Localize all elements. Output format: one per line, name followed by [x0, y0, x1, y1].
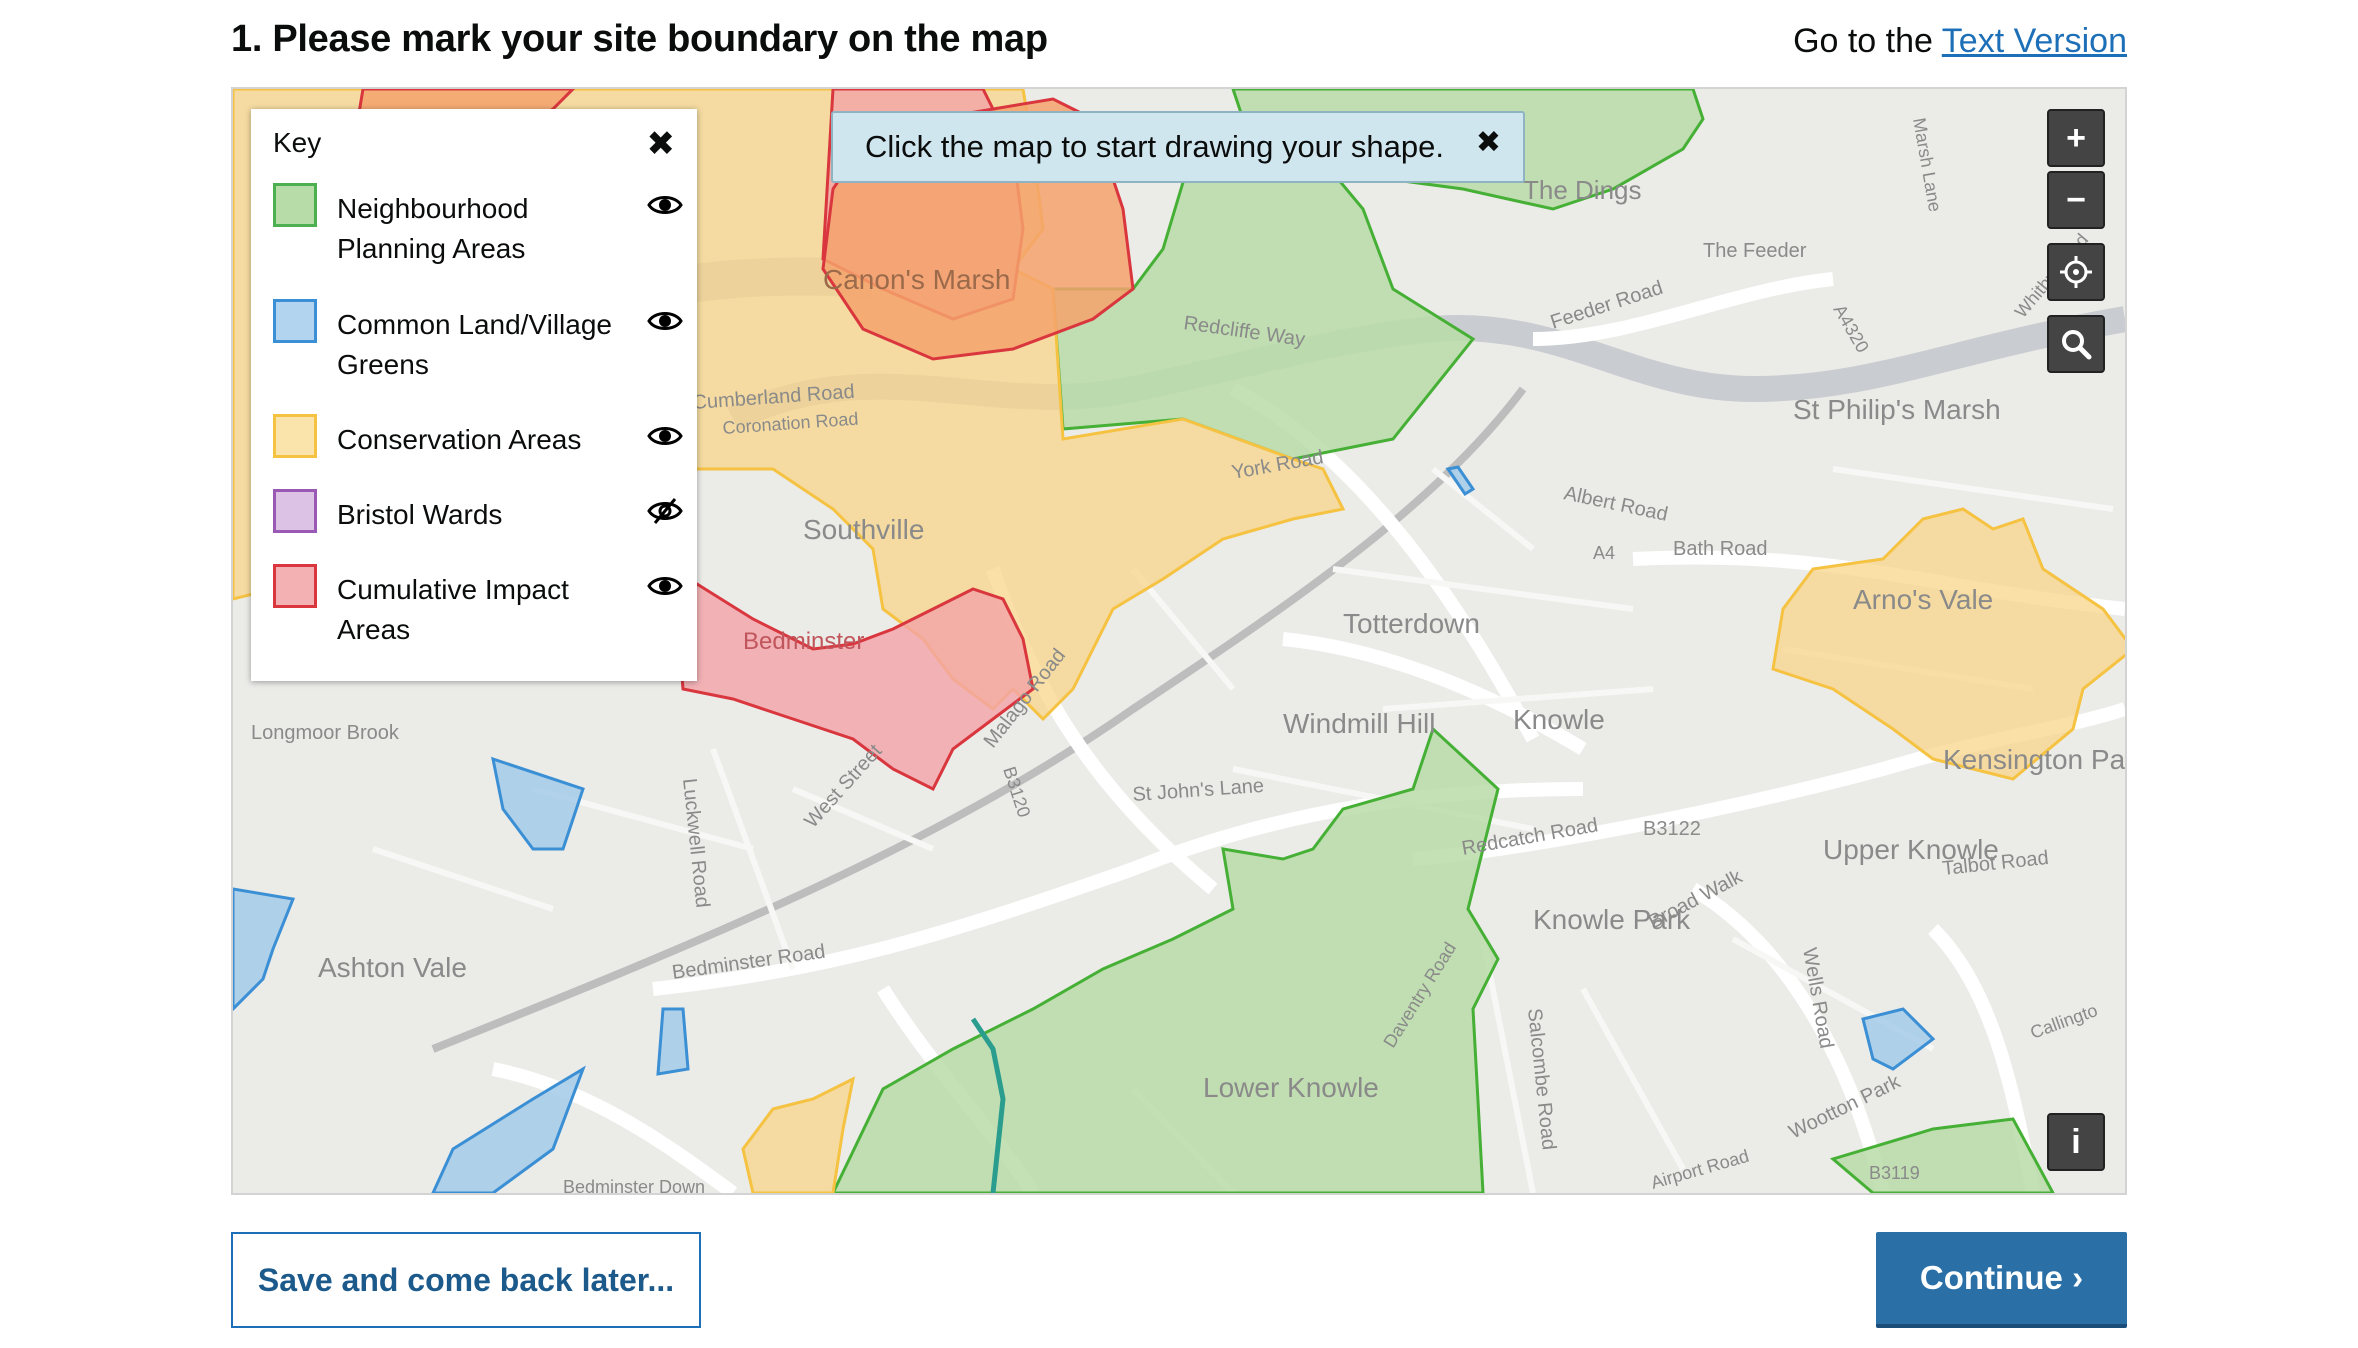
label-southville: Southville	[803, 514, 924, 545]
label-bedminster: Bedminster	[743, 628, 864, 655]
info-button[interactable]: i	[2047, 1113, 2105, 1171]
toast-message: Click the map to start drawing your shap…	[865, 129, 1444, 164]
label-knowle: Knowle	[1513, 704, 1605, 735]
label-bath-road: Bath Road	[1673, 538, 1768, 560]
label-a4320: A4320	[1830, 301, 1873, 356]
crosshair-icon	[2060, 256, 2092, 288]
search-button[interactable]	[2047, 315, 2105, 373]
label-knowle-park: Knowle Park	[1533, 904, 1691, 935]
label-st-philips-marsh: St Philip's Marsh	[1793, 394, 2001, 425]
label-a4: A4	[1593, 543, 1615, 563]
label-salcombe-road: Salcombe Road	[1523, 1007, 1560, 1151]
text-version-line: Go to the Text Version	[1793, 22, 2127, 61]
common-land-areas[interactable]	[233, 465, 1936, 1193]
key-label: Cumulative Impact Areas	[337, 574, 569, 645]
label-kensington-park: Kensington Park	[1943, 744, 2125, 775]
zoom-out-button[interactable]: −	[2047, 171, 2105, 229]
eye-icon[interactable]	[647, 307, 683, 335]
page-title: 1. Please mark your site boundary on the…	[231, 18, 1048, 60]
swatch-cumulative-impact	[273, 564, 317, 608]
swatch-conservation	[273, 414, 317, 458]
key-label: Conservation Areas	[337, 424, 582, 455]
label-lower-knowle: Lower Knowle	[1203, 1072, 1379, 1103]
toast-close-icon[interactable]: ✖	[1475, 126, 1501, 159]
key-label: Common Land/Village Greens	[337, 309, 612, 380]
railway-line	[431, 386, 1527, 1053]
label-ashton-vale: Ashton Vale	[318, 952, 467, 983]
key-label: Neighbourhood Planning Areas	[337, 193, 529, 264]
label-totterdown: Totterdown	[1343, 608, 1480, 639]
label-albert-road: Albert Road	[1562, 482, 1670, 525]
label-b3119: B3119	[1869, 1163, 1920, 1183]
main-roads	[491, 272, 2125, 1193]
label-the-dings: The Dings	[1523, 175, 1642, 205]
label-marsh-lane: Marsh Lane	[1909, 116, 1945, 213]
swatch-bristol-wards	[273, 489, 317, 533]
eye-icon[interactable]	[647, 191, 683, 219]
label-west-street: West Street	[800, 740, 886, 832]
label-b3122: B3122	[1643, 818, 1701, 840]
planning-boundary-line	[970, 1017, 1006, 1193]
key-title: Key	[273, 127, 322, 158]
zoom-in-button[interactable]: +	[2047, 109, 2105, 167]
key-close-icon[interactable]: ✖	[646, 125, 676, 163]
swatch-common-land	[273, 299, 317, 343]
label-arnos-vale: Arno's Vale	[1853, 584, 1993, 615]
label-windmill-hill: Windmill Hill	[1283, 708, 1435, 739]
eye-icon[interactable]	[647, 422, 683, 450]
text-version-link[interactable]: Text Version	[1941, 22, 2127, 60]
save-and-come-back-later-button[interactable]: Save and come back later...	[231, 1232, 701, 1328]
label-luckwell-road: Luckwell Road	[678, 777, 713, 909]
label-longmoor-brook: Longmoor Brook	[251, 722, 400, 744]
search-icon	[2062, 330, 2092, 360]
label-st-johns-lane: St John's Lane	[1132, 775, 1265, 806]
label-canons-marsh: Canon's Marsh	[823, 264, 1010, 295]
text-version-prefix: Go to the	[1793, 22, 1933, 60]
key-label: Bristol Wards	[337, 499, 503, 530]
label-the-feeder: The Feeder	[1703, 240, 1807, 262]
map-canvas[interactable]: Canon's Marsh Southville Totterdown Wind…	[231, 87, 2127, 1195]
map-key-panel: Key ✖ Neighbourhood Planning Areas Commo…	[251, 109, 697, 681]
continue-button[interactable]: Continue ›	[1876, 1232, 2127, 1328]
label-airport-road: Airport Road	[1649, 1146, 1752, 1193]
eye-icon[interactable]	[647, 572, 683, 600]
eye-slash-icon[interactable]	[647, 497, 683, 525]
label-upper-knowle: Upper Knowle	[1823, 834, 1999, 865]
label-bedminster-down: Bedminster Down	[563, 1177, 705, 1193]
locate-button[interactable]	[2047, 243, 2105, 301]
label-callington: Callingto	[2028, 1000, 2101, 1043]
drawing-instruction-toast: Click the map to start drawing your shap…	[831, 111, 1525, 183]
map-base-layer[interactable]: Canon's Marsh Southville Totterdown Wind…	[233, 89, 2125, 1193]
swatch-neighbourhood-planning	[273, 183, 317, 227]
